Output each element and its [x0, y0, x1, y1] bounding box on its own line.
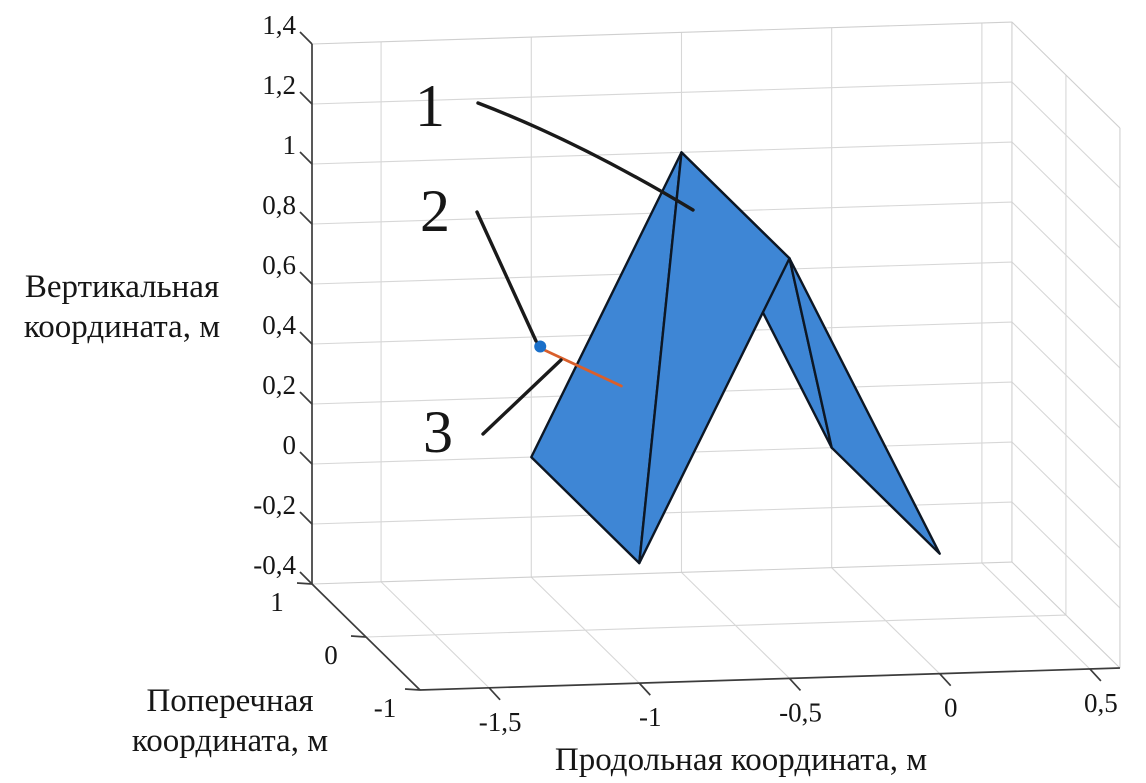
z-tick-label: 0,2	[262, 370, 296, 400]
annotation-3-segment: 3	[423, 399, 453, 465]
leader-line-2	[475, 210, 538, 343]
z-tick	[299, 91, 313, 105]
x-tick	[488, 687, 501, 701]
leader-line-3	[481, 358, 563, 436]
z-tick-label: 0	[283, 430, 297, 460]
z-tick	[299, 451, 313, 465]
grid-floor-x	[831, 567, 941, 675]
grid-floor-x	[380, 581, 490, 689]
x-tick	[1089, 668, 1102, 682]
box-edge-top-back	[311, 21, 1012, 45]
y-axis-label-line1: Поперечная	[146, 683, 313, 719]
marker-point	[534, 340, 547, 353]
surface-face-2	[788, 257, 941, 555]
z-tick-label: -0,2	[253, 490, 296, 520]
x-tick	[638, 682, 651, 696]
box-edge-bottom-back	[311, 561, 1012, 585]
x-tick	[939, 673, 952, 687]
x-tick-label: -1	[639, 702, 662, 732]
z-tick-label: 0,4	[262, 310, 296, 340]
z-tick	[299, 31, 313, 45]
z-axis-label-line1: Вертикальная	[25, 269, 219, 305]
y-tick	[296, 582, 313, 585]
z-tick	[299, 511, 313, 525]
z-tick-label: 0,8	[262, 190, 296, 220]
x-tick	[788, 677, 802, 691]
grid-floor-x	[981, 562, 1091, 670]
x-tick-label: -1,5	[479, 707, 522, 737]
grid-floor-x	[681, 572, 790, 679]
y-axis-label-line2: координата, м	[132, 723, 328, 759]
grid-backwall-z	[311, 141, 1012, 165]
z-tick	[299, 151, 313, 165]
z-tick-label: 1,4	[262, 10, 296, 40]
x-tick-label: -0,5	[779, 697, 822, 727]
x-tick-label: 0	[944, 693, 958, 723]
y-tick	[404, 688, 421, 691]
z-tick	[299, 331, 313, 345]
box-edge-bottom-right	[1011, 561, 1121, 669]
z-tick	[299, 391, 313, 405]
y-tick-label: 1	[270, 587, 284, 617]
plot-geometry: 1,4 1,2 1 0,8 0,6 0,4 0,2 0 -0,2 -0,4 -1,5 -1 -0,5 0 0…	[253, 10, 1121, 737]
z-tick-label: 1,2	[262, 70, 296, 100]
z-tick	[299, 211, 313, 225]
y-tick-label: -1	[374, 693, 397, 723]
surface-face-4	[638, 151, 791, 565]
orange-segment	[541, 348, 623, 388]
leader-line-1	[476, 101, 695, 212]
annotation-2-point: 2	[420, 178, 450, 244]
x-axis-line	[419, 667, 1120, 691]
box-edge-top-right	[1011, 21, 1121, 129]
z-tick	[299, 271, 313, 285]
x-tick-label: 0,5	[1084, 688, 1118, 718]
z-tick-label: 0,6	[262, 250, 296, 280]
grid-floor-x	[530, 576, 640, 684]
z-tick-label: -0,4	[253, 550, 296, 580]
x-axis-label: Продольная координата, м	[555, 742, 927, 778]
grid-backwall-z	[311, 81, 1012, 105]
y-tick-label: 0	[324, 640, 338, 670]
z-tick	[299, 571, 313, 585]
grid-floor-y	[365, 614, 1066, 638]
z-axis-label-line2: координата, м	[24, 309, 220, 345]
annotation-1-surface: 1	[415, 73, 445, 139]
z-tick-label: 1	[283, 130, 297, 160]
y-tick	[350, 635, 367, 638]
